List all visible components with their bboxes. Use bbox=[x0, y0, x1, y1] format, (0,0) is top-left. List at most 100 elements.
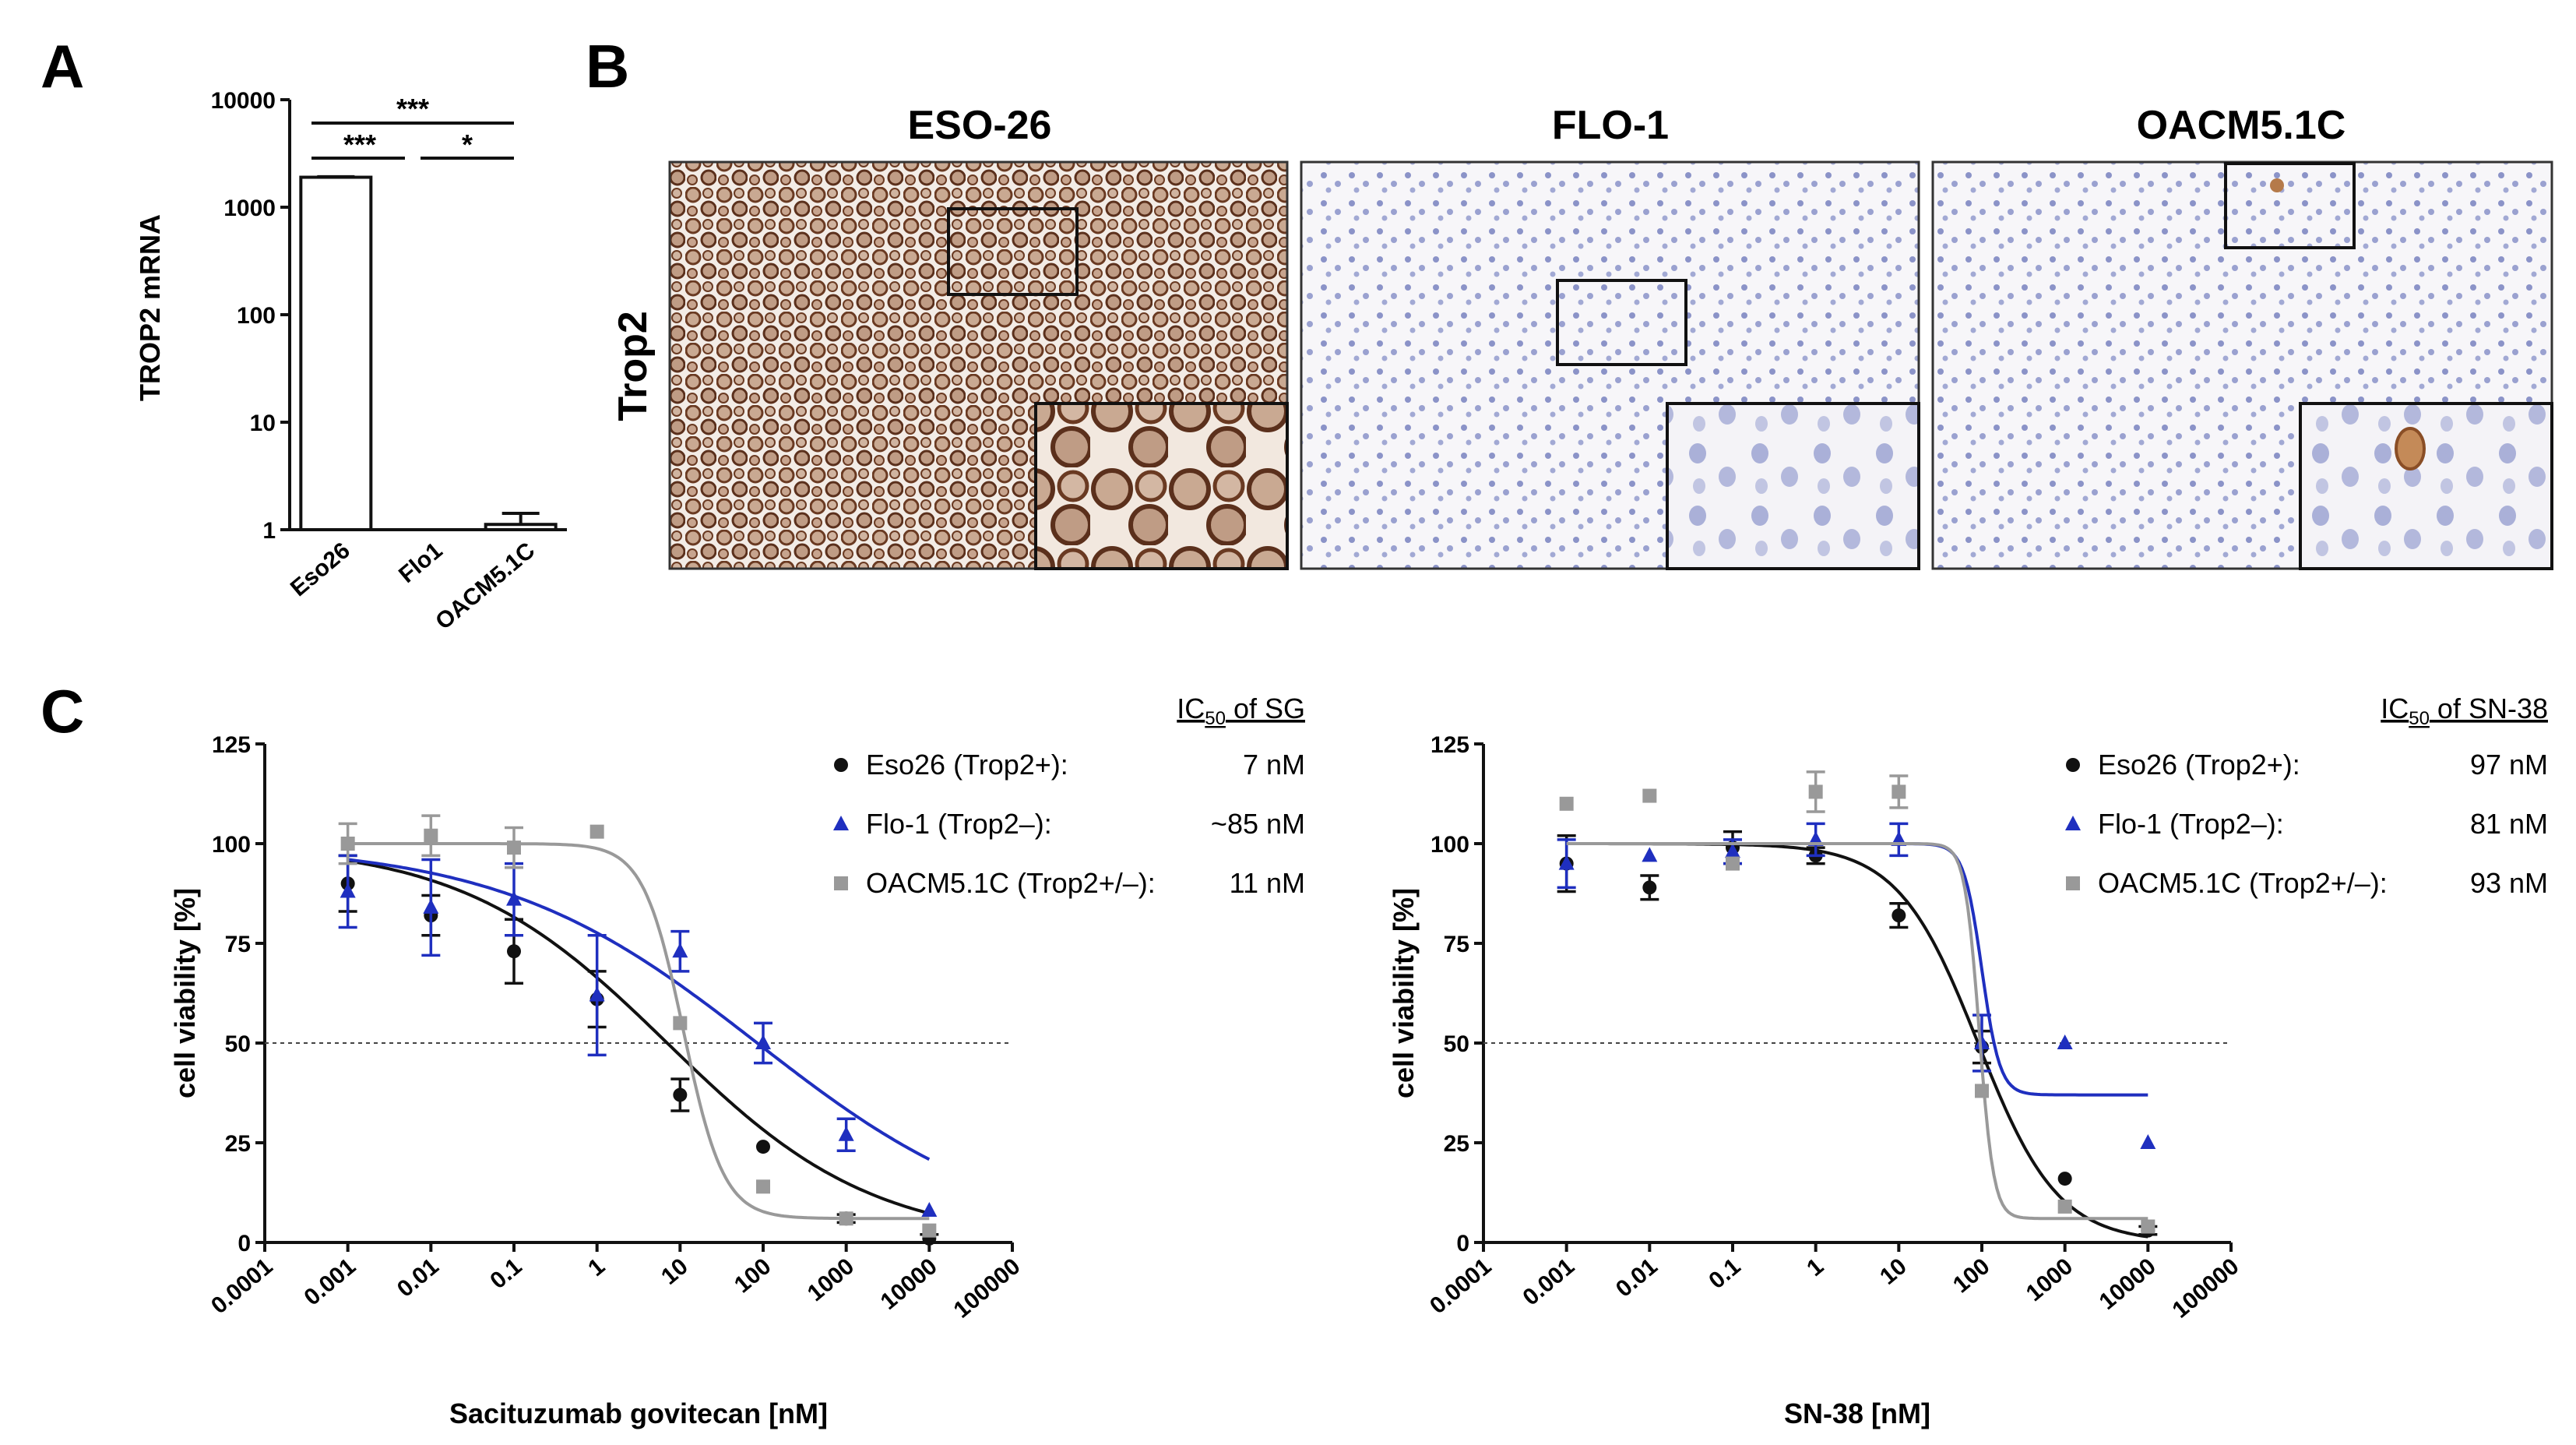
ytick-label: 0 bbox=[238, 1231, 251, 1256]
xtick-label: 100 bbox=[730, 1253, 776, 1298]
xtick-label: 100 bbox=[1948, 1253, 1995, 1298]
inset-region-box bbox=[947, 207, 1079, 296]
data-point bbox=[1726, 856, 1740, 871]
sig-eso26-vs-flo1: *** bbox=[343, 129, 376, 160]
data-point bbox=[1642, 788, 1657, 803]
xtick-label: 1 bbox=[583, 1253, 610, 1281]
ytick-label: 125 bbox=[1431, 732, 1469, 758]
micrograph-eso26 bbox=[668, 160, 1289, 570]
xtick-label: 1000 bbox=[803, 1253, 859, 1306]
micrograph-title-eso26: ESO-26 bbox=[908, 103, 1052, 148]
x-axis-title: SN-38 [nM] bbox=[1784, 1397, 1930, 1429]
legend-marker bbox=[834, 758, 848, 772]
panel-a-ytick-label: 10000 bbox=[211, 88, 276, 114]
data-point bbox=[2140, 1134, 2156, 1149]
data-point bbox=[1808, 784, 1823, 799]
panel-a-ylabel: TROP2 mRNA bbox=[134, 214, 166, 401]
inset-zoom bbox=[2299, 402, 2553, 570]
legend-label: Flo-1 (Trop2–): bbox=[866, 808, 1052, 840]
data-point bbox=[1892, 784, 1906, 799]
ic50-header: IC50 of SN-38 bbox=[2381, 693, 2548, 729]
row-label-trop2: Trop2 bbox=[611, 311, 656, 421]
ytick-label: 100 bbox=[1431, 832, 1469, 858]
xtick-label: 10000 bbox=[2095, 1253, 2161, 1315]
data-point bbox=[921, 1202, 938, 1218]
panel-a-ytick-label: 100 bbox=[237, 303, 276, 329]
data-point bbox=[2141, 1219, 2155, 1234]
bar-oacm51c bbox=[484, 523, 558, 531]
panel-label-a: A bbox=[40, 32, 84, 100]
data-point bbox=[2057, 1199, 2072, 1214]
series-square bbox=[338, 814, 937, 1238]
data-point bbox=[2057, 1034, 2073, 1049]
data-point bbox=[424, 828, 438, 843]
data-point bbox=[1975, 1084, 1989, 1098]
data-point bbox=[756, 1140, 770, 1154]
inset-zoom bbox=[1034, 402, 1289, 570]
panel-a-yaxis: 1 10 100 1000 10000 bbox=[211, 88, 567, 544]
data-point bbox=[922, 1223, 937, 1238]
data-point bbox=[673, 1016, 688, 1031]
data-point bbox=[340, 883, 356, 898]
xtick-label: 0.1 bbox=[1704, 1253, 1745, 1294]
data-point bbox=[589, 986, 605, 1002]
panel-label-b: B bbox=[586, 32, 629, 100]
fit-curve bbox=[1566, 842, 2148, 1097]
xtick-label: 1000 bbox=[2022, 1253, 2078, 1306]
category-label: OACM5.1C bbox=[431, 537, 540, 635]
panel-c-left-plot: 0 25 50 75 100 125 0.0001 0.001 0.01 0.1 1 10 100 100… bbox=[169, 693, 1305, 1429]
data-point bbox=[507, 944, 521, 959]
xtick-label: 10 bbox=[1875, 1253, 1912, 1290]
legend-ic50-value: 7 nM bbox=[1243, 749, 1305, 781]
ytick-label: 50 bbox=[1444, 1031, 1469, 1057]
sig-flo1-vs-oacm: * bbox=[462, 129, 473, 160]
legend-marker bbox=[2065, 816, 2081, 830]
data-point bbox=[1974, 1034, 1990, 1049]
data-point bbox=[589, 824, 604, 839]
micrograph-title-oacm: OACM5.1C bbox=[2137, 103, 2346, 148]
data-point bbox=[672, 943, 688, 958]
ytick-label: 25 bbox=[1444, 1131, 1469, 1157]
data-point bbox=[1725, 843, 1740, 858]
legend-marker bbox=[2066, 876, 2080, 890]
legend-marker bbox=[2066, 758, 2080, 772]
micrograph-oacm5-1c bbox=[1931, 160, 2553, 570]
ytick-label: 125 bbox=[212, 732, 251, 758]
data-point bbox=[1642, 880, 1657, 895]
ytick-label: 75 bbox=[1444, 932, 1469, 957]
inset-zoom bbox=[1666, 402, 1920, 570]
xtick-label: 0.001 bbox=[299, 1253, 361, 1311]
xtick-label: 0.001 bbox=[1518, 1253, 1579, 1311]
data-point bbox=[507, 841, 521, 855]
fit-curve bbox=[1566, 842, 2148, 1221]
xtick-label: 100000 bbox=[949, 1253, 1026, 1323]
legend-ic50-value: ~85 nM bbox=[1211, 808, 1305, 840]
inset-region-box bbox=[2224, 162, 2356, 249]
micrograph-title-flo1: FLO-1 bbox=[1552, 103, 1669, 148]
series-circle bbox=[338, 854, 939, 1246]
legend-ic50-value: 97 nM bbox=[2470, 749, 2548, 781]
ic50-header: IC50 of SG bbox=[1177, 693, 1305, 729]
micrograph-flo1 bbox=[1300, 160, 1920, 570]
panel-a-ytick-label: 10 bbox=[250, 411, 276, 436]
data-point bbox=[839, 1211, 853, 1226]
panel-c-right-plot: 0 25 50 75 100 125 0.0001 0.001 0.01 0.1 1 10 100 100… bbox=[1388, 693, 2548, 1429]
data-point bbox=[1559, 796, 1574, 811]
series-square bbox=[1559, 770, 2155, 1234]
series-circle bbox=[1557, 830, 2158, 1239]
data-point bbox=[1558, 855, 1575, 870]
data-point bbox=[1642, 847, 1658, 862]
fit-curve bbox=[347, 858, 931, 1161]
legend-ic50-value: 81 nM bbox=[2470, 808, 2548, 840]
legend: IC50 of SN-38 Eso26 (Trop2+): 97 nM Flo-1 (… bbox=[2065, 693, 2548, 899]
legend-label: OACM5.1C (Trop2+/–): bbox=[866, 867, 1156, 899]
xtick-label: 0.1 bbox=[485, 1253, 526, 1294]
bar-eso26 bbox=[299, 175, 373, 531]
legend-label: Eso26 (Trop2+): bbox=[2098, 749, 2300, 781]
data-point bbox=[838, 1126, 854, 1141]
panel-label-c: C bbox=[40, 677, 84, 745]
data-point bbox=[2057, 1172, 2072, 1186]
fit-curve bbox=[347, 842, 930, 1221]
sig-eso26-vs-oacm: *** bbox=[396, 93, 429, 125]
